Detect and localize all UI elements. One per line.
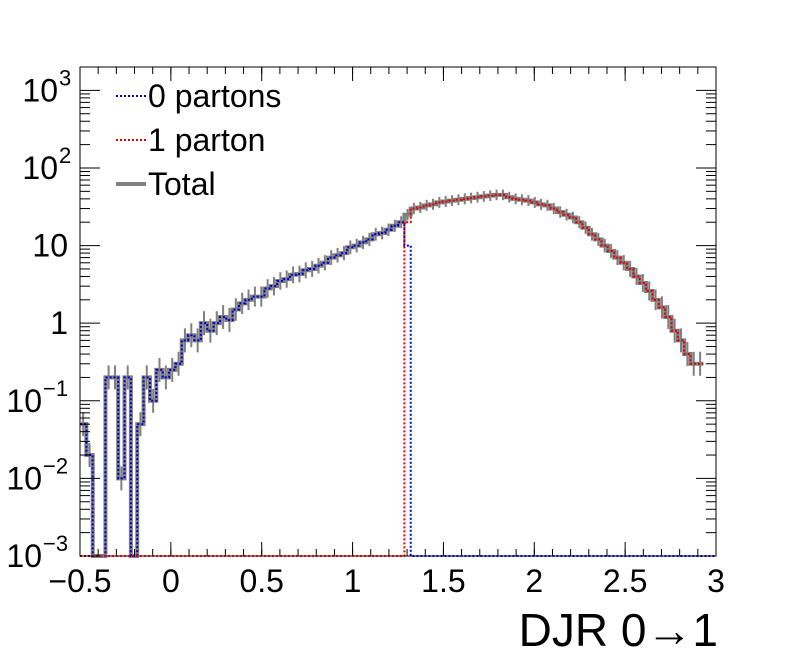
y-tick-label: 10: [6, 383, 42, 419]
x-tick-label: 3: [707, 563, 725, 599]
y-tick-label: 1: [50, 305, 68, 341]
y-tick-exponent: 3: [59, 65, 71, 90]
x-tick-label: 2: [525, 563, 543, 599]
series-line-0-partons: [80, 221, 716, 557]
y-tick-exponent: −3: [43, 531, 68, 556]
legend-label: Total: [148, 166, 216, 202]
y-tick-label: 10: [6, 538, 42, 574]
x-tick-label: −0.5: [48, 563, 111, 599]
y-tick-label: 10: [32, 228, 68, 264]
y-tick-label: 10: [22, 72, 58, 108]
x-tick-label: 1.5: [421, 563, 465, 599]
x-tick-label: 2.5: [603, 563, 647, 599]
x-axis-title: DJR 0→1: [519, 604, 718, 656]
x-tick-label: 1: [344, 563, 362, 599]
y-tick-label: 10: [6, 460, 42, 496]
legend-label: 0 partons: [148, 78, 281, 114]
series-line-1-parton: [80, 193, 704, 557]
y-tick-label: 10: [22, 150, 58, 186]
histogram-series: [80, 189, 716, 558]
y-tick-exponent: −1: [43, 376, 68, 401]
legend: 0 partons 1 parton Total: [116, 78, 281, 202]
x-tick-label: 0.5: [239, 563, 283, 599]
y-tick-exponent: 2: [59, 143, 71, 168]
x-tick-label: 0: [162, 563, 180, 599]
legend-label: 1 parton: [148, 122, 265, 158]
y-tick-exponent: −2: [43, 453, 68, 478]
